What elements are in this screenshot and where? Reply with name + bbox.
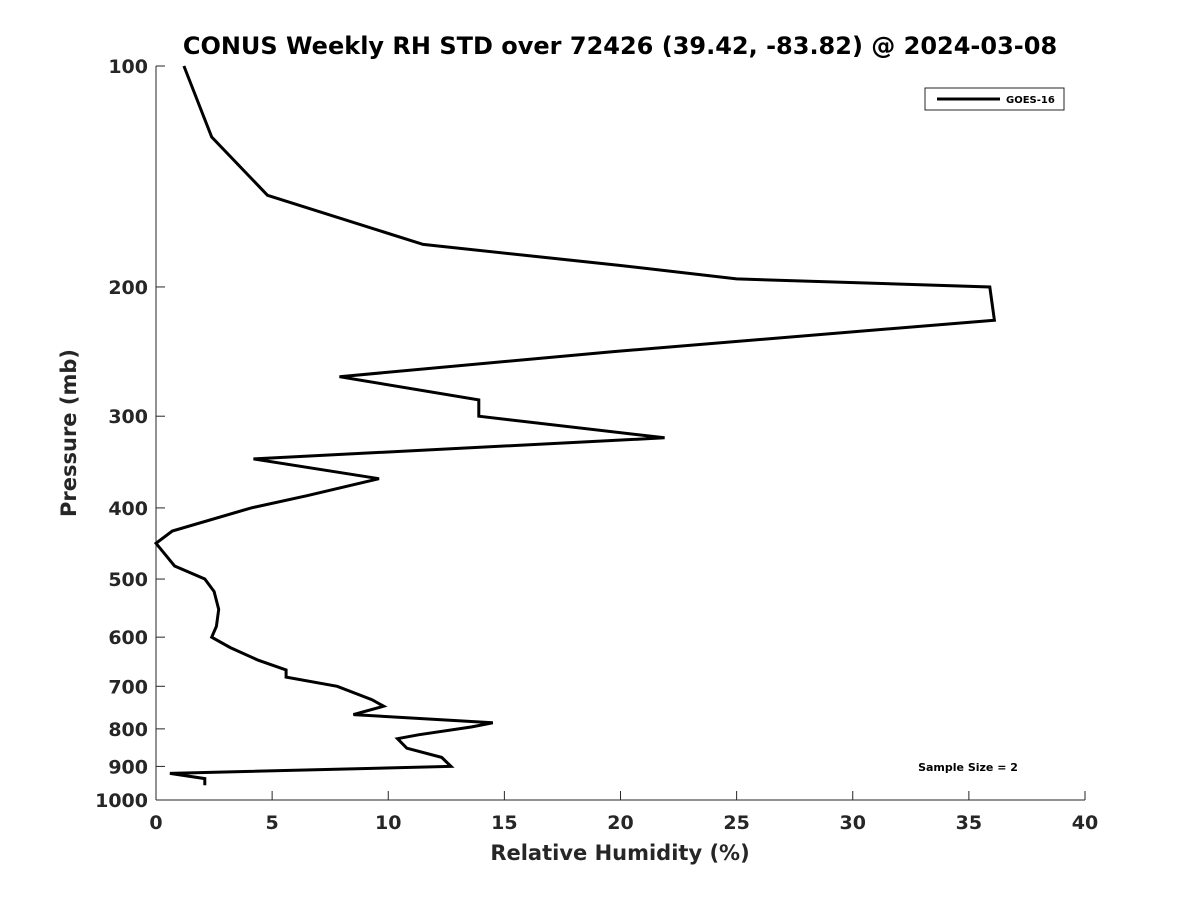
y-tick-label: 600 xyxy=(108,627,148,649)
x-tick-label: 0 xyxy=(149,812,162,834)
y-tick-label: 400 xyxy=(108,498,148,520)
x-tick-label: 25 xyxy=(723,812,749,834)
x-ticks: 0 5 10 15 20 25 30 35 40 xyxy=(149,791,1098,834)
y-tick-label: 700 xyxy=(108,676,148,698)
x-tick-label: 10 xyxy=(375,812,401,834)
legend: GOES-16 xyxy=(924,87,1065,111)
x-tick-label: 15 xyxy=(491,812,517,834)
legend-label: GOES-16 xyxy=(1006,95,1055,106)
x-tick-label: 20 xyxy=(607,812,633,834)
sample-size-annotation: Sample Size = 2 xyxy=(918,761,1018,774)
series-line-goes-16 xyxy=(153,65,997,786)
x-tick-label: 40 xyxy=(1072,812,1098,834)
x-tick-label: 5 xyxy=(266,812,279,834)
y-tick-label: 200 xyxy=(108,277,148,299)
y-tick-label: 1000 xyxy=(95,790,148,812)
y-tick-label: 100 xyxy=(108,56,148,78)
y-axis-label: Pressure (mb) xyxy=(57,349,81,517)
y-tick-label: 500 xyxy=(108,569,148,591)
y-tick-label: 900 xyxy=(108,756,148,778)
chart-title: CONUS Weekly RH STD over 72426 (39.42, -… xyxy=(183,32,1057,60)
y-tick-label: 300 xyxy=(108,406,148,428)
x-axis-label: Relative Humidity (%) xyxy=(490,841,749,865)
x-tick-label: 35 xyxy=(956,812,982,834)
series-layer xyxy=(153,65,997,786)
y-tick-label: 800 xyxy=(108,719,148,741)
y-ticks: 100 200 300 400 500 600 700 800 900 1000 xyxy=(95,56,165,812)
x-tick-label: 30 xyxy=(840,812,866,834)
